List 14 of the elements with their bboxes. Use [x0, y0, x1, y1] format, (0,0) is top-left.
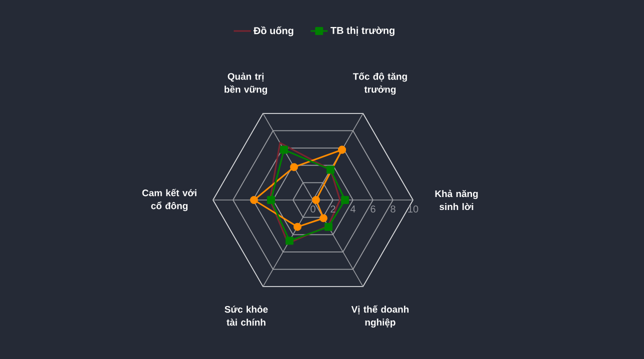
spoke-label: Khả năng sinh lời [435, 190, 478, 210]
spoke-label: Sức khỏe tài chính [224, 306, 268, 326]
y-tick-label: 2 [330, 206, 336, 212]
spoke-label: Tốc độ tăng trưởng [352, 72, 407, 95]
legend-label: Đồ uống [254, 26, 294, 36]
spoke-label: Vị thế doanh nghiệp [351, 305, 409, 328]
y-tick-label: 4 [350, 206, 356, 212]
y-tick-label: 8 [390, 206, 396, 213]
y-tick-label: 6 [370, 206, 376, 213]
spoke-label: Quản trị bền vững [224, 72, 268, 95]
legend-label: TB thị trường [330, 26, 394, 36]
y-tick-label: 0 [310, 206, 316, 213]
y-tick-label: 10 [408, 206, 418, 213]
spoke-label: Cam kết với cổ đông [142, 188, 196, 212]
